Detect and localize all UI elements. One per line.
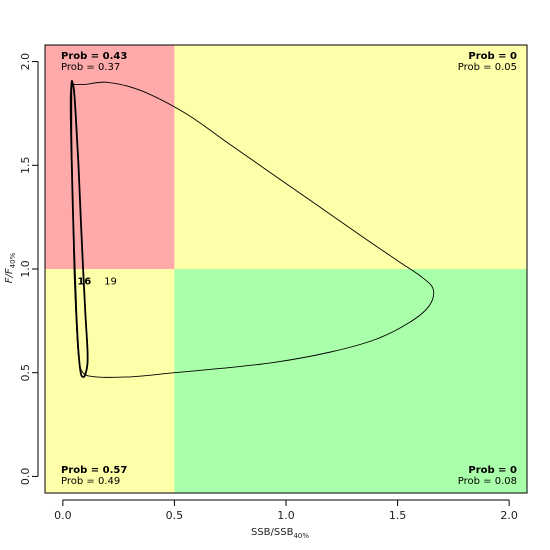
x-tick-label: 0.0	[54, 509, 72, 522]
zone-top-right	[174, 45, 528, 269]
x-axis-label-main: SSB/SSB	[251, 527, 294, 538]
prob-top-right-normal: Prob = 0.05	[458, 62, 517, 73]
point-label-19: 19	[104, 276, 117, 287]
y-axis: 0.0 0.5 1.0 1.5 2.0	[19, 53, 39, 486]
prob-bottom-left-normal: Prob = 0.49	[61, 476, 120, 487]
zone-bottom-right	[174, 269, 528, 493]
point-labels: 16 19	[77, 276, 117, 287]
x-axis-label-sub: 40%	[293, 532, 309, 540]
y-axis-label-main: F/F	[4, 268, 15, 283]
y-tick-label: 0.0	[19, 468, 32, 486]
zone-bottom-left	[45, 269, 175, 493]
x-axis: 0.0 0.5 1.0 1.5 2.0	[54, 499, 518, 522]
point-label-16: 16	[77, 276, 91, 287]
plot-frame	[44, 44, 528, 494]
zone-top-left	[45, 45, 175, 269]
y-axis-label: F/F40%	[4, 252, 17, 283]
x-tick-label: 2.0	[500, 509, 518, 522]
y-tick-label: 1.5	[19, 157, 32, 175]
prob-top-left-bold: Prob = 0.43	[61, 51, 127, 62]
y-tick-label: 0.5	[19, 364, 32, 382]
contour-lines	[69, 80, 435, 378]
prob-top-right-bold: Prob = 0	[468, 51, 517, 62]
contour-line-19	[71, 81, 435, 378]
prob-top-left-normal: Prob = 0.37	[61, 62, 120, 73]
x-tick-label: 1.5	[389, 509, 407, 522]
prob-bottom-left-bold: Prob = 0.57	[61, 465, 127, 476]
x-tick-label: 0.5	[166, 509, 184, 522]
y-tick-label: 1.0	[19, 260, 32, 278]
y-tick-label: 2.0	[19, 53, 32, 70]
x-axis-label: SSB/SSB40%	[251, 527, 309, 540]
quadrant-zones	[45, 45, 528, 493]
y-axis-label-sub: 40%	[9, 252, 17, 268]
prob-bottom-right-bold: Prob = 0	[468, 465, 517, 476]
x-tick-label: 1.0	[277, 509, 295, 522]
prob-bottom-right-normal: Prob = 0.08	[458, 476, 517, 487]
